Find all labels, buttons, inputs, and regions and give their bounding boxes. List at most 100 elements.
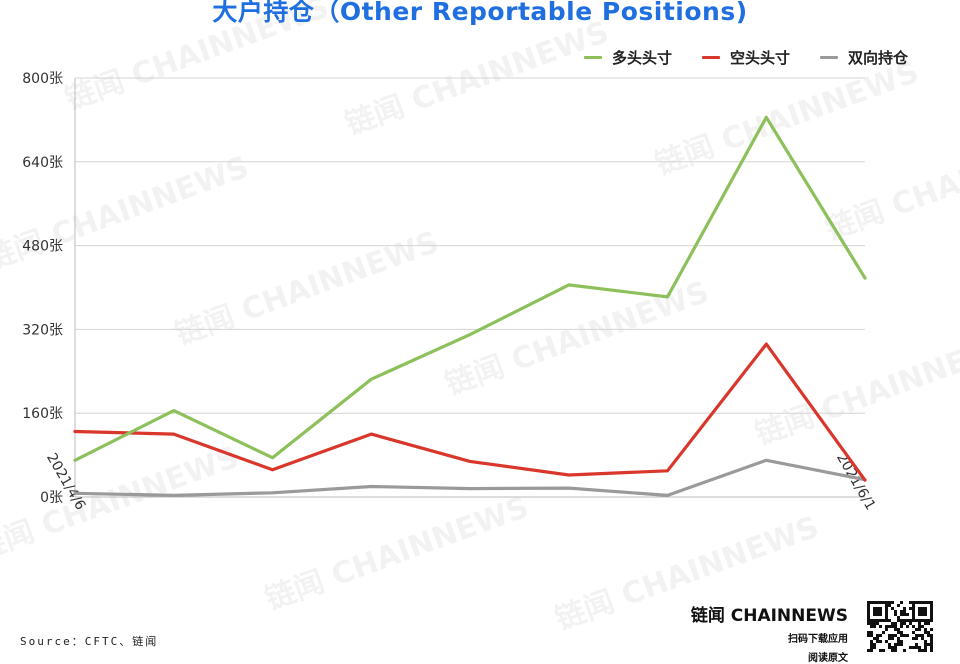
watermark-text: 链闻 CHAINNEWS bbox=[441, 275, 714, 403]
qr-module bbox=[927, 634, 930, 637]
series-line-1 bbox=[73, 342, 867, 482]
qr-module bbox=[876, 637, 879, 640]
grid-layer bbox=[74, 77, 865, 498]
qr-module bbox=[903, 613, 906, 616]
qr-module bbox=[891, 634, 894, 637]
qr-module bbox=[903, 607, 906, 610]
watermark-text: 链闻 CHAINNEWS bbox=[651, 55, 924, 183]
y-tick-label: 160张 bbox=[22, 406, 63, 422]
qr-module bbox=[897, 631, 900, 634]
y-tick-label: 0张 bbox=[40, 490, 63, 506]
brand-read-text: 阅读原文 bbox=[808, 653, 848, 664]
qr-module bbox=[918, 634, 921, 637]
qr-module bbox=[918, 625, 921, 628]
watermark-text: 链闻 CHAINNEWS bbox=[751, 325, 960, 453]
qr-module bbox=[867, 622, 870, 625]
qr-module bbox=[900, 619, 903, 622]
qr-module bbox=[891, 622, 894, 625]
watermark-text: 链闻 CHAINNEWS bbox=[0, 440, 243, 568]
series-line-0 bbox=[73, 115, 867, 462]
brand-download-text: 扫码下载应用 bbox=[788, 634, 848, 645]
qr-module bbox=[912, 646, 915, 649]
qr-module bbox=[894, 625, 897, 628]
brand-block: 链闻 CHAINNEWS 扫码下载应用 阅读原文 bbox=[691, 601, 848, 664]
qr-module bbox=[897, 628, 900, 631]
qr-module bbox=[900, 643, 903, 646]
qr-module bbox=[888, 619, 891, 622]
qr-module bbox=[897, 616, 900, 619]
qr-module bbox=[888, 643, 891, 646]
qr-module bbox=[897, 643, 900, 646]
qr-module bbox=[870, 640, 873, 643]
watermark-text: 链闻 CHAINNEWS bbox=[821, 120, 960, 248]
qr-module bbox=[918, 628, 921, 631]
qr-module bbox=[885, 628, 888, 631]
qr-module bbox=[894, 649, 897, 652]
qr-module bbox=[876, 640, 879, 643]
qr-module bbox=[930, 628, 933, 631]
legend-label-long: 多头头寸 bbox=[611, 49, 672, 67]
qr-module bbox=[900, 634, 903, 637]
qr-module bbox=[888, 604, 891, 607]
qr-module bbox=[894, 646, 897, 649]
qr-module bbox=[915, 628, 918, 631]
legend-swatch-short bbox=[701, 56, 720, 59]
qr-code-icon[interactable] bbox=[866, 600, 934, 653]
qr-module bbox=[924, 631, 927, 634]
qr-module bbox=[930, 643, 933, 646]
qr-module bbox=[870, 646, 873, 649]
qr-module bbox=[879, 640, 882, 643]
legend-item-spread: 双向持仓 bbox=[819, 47, 908, 68]
qr-module bbox=[891, 607, 894, 610]
qr-module bbox=[885, 640, 888, 643]
qr-module bbox=[906, 625, 909, 628]
legend-label-short: 空头头寸 bbox=[729, 49, 790, 67]
qr-module bbox=[924, 646, 927, 649]
qr-module bbox=[909, 601, 912, 604]
qr-module bbox=[903, 634, 906, 637]
y-tick-label: 320张 bbox=[22, 322, 63, 338]
qr-finder-inner bbox=[873, 607, 882, 616]
qr-module bbox=[891, 601, 894, 604]
qr-module bbox=[873, 622, 876, 625]
qr-module bbox=[879, 634, 882, 637]
legend-swatch-spread bbox=[819, 56, 838, 59]
legend-item-short: 空头头寸 bbox=[701, 47, 790, 68]
qr-module bbox=[870, 649, 873, 652]
qr-module bbox=[921, 637, 924, 640]
qr-module bbox=[909, 646, 912, 649]
qr-module bbox=[900, 631, 903, 634]
qr-module bbox=[924, 622, 927, 625]
x-tick-label: 2021/6/1 bbox=[833, 451, 878, 513]
qr-module bbox=[924, 649, 927, 652]
qr-module bbox=[888, 625, 891, 628]
qr-module bbox=[891, 637, 894, 640]
qr-module bbox=[894, 613, 897, 616]
qr-module bbox=[900, 640, 903, 643]
qr-module bbox=[888, 634, 891, 637]
qr-module bbox=[909, 622, 912, 625]
qr-module bbox=[888, 637, 891, 640]
qr-module bbox=[903, 649, 906, 652]
series-layer bbox=[73, 115, 867, 497]
qr-module bbox=[870, 625, 873, 628]
qr-module bbox=[897, 640, 900, 643]
qr-module bbox=[894, 610, 897, 613]
qr-module bbox=[906, 619, 909, 622]
qr-module bbox=[912, 625, 915, 628]
qr-module bbox=[915, 637, 918, 640]
qr-module bbox=[882, 649, 885, 652]
qr-module bbox=[909, 619, 912, 622]
qr-module bbox=[906, 634, 909, 637]
legend-swatch-long bbox=[583, 56, 602, 59]
series-line-2 bbox=[73, 458, 867, 497]
legend: 多头头寸 空头头寸 双向持仓 bbox=[583, 47, 908, 68]
qr-module bbox=[879, 649, 882, 652]
qr-module bbox=[876, 622, 879, 625]
legend-item-long: 多头头寸 bbox=[583, 47, 672, 68]
watermark-text: 链闻 CHAINNEWS bbox=[341, 15, 614, 143]
y-tick-label: 480张 bbox=[22, 239, 63, 255]
qr-module bbox=[879, 625, 882, 628]
qr-module bbox=[924, 643, 927, 646]
